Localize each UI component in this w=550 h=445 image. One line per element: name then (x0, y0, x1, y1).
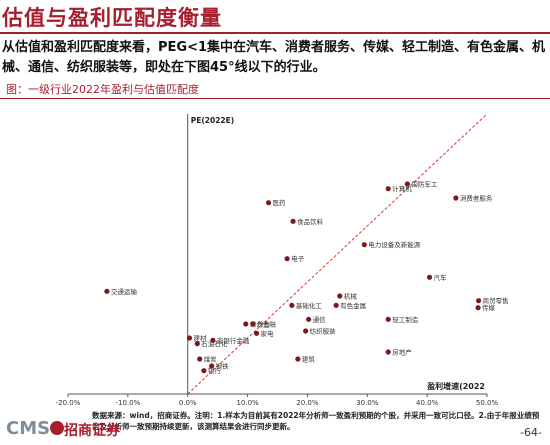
data-point-label: 汽车 (434, 273, 448, 282)
data-point (361, 242, 367, 248)
data-point-label: 银行 (208, 366, 222, 375)
chart-title-divider (0, 98, 550, 99)
scatter-chart: -20.0% -10.0% 0.0% 10.0% 20.0% 30.0% 40.0% 50.0… (56, 113, 509, 407)
summary-paragraph: 从估值和盈利匹配度来看，PEG<1集中在汽车、消费者服务、传媒、轻工制造、有色金… (2, 40, 546, 75)
cms-logo-text: CMS (6, 418, 51, 439)
data-point (475, 305, 481, 311)
data-point (453, 195, 459, 201)
data-point (426, 274, 433, 280)
data-point-label: 传媒 (482, 303, 496, 312)
data-point-label: 建筑 (302, 355, 316, 364)
data-point (404, 181, 410, 187)
data-point (243, 321, 249, 327)
data-point-label: 食品饮料 (297, 217, 324, 226)
data-point (306, 316, 312, 322)
y-axis-label: PE(2022E) (191, 116, 234, 125)
data-point (295, 356, 301, 362)
x-tick-label: -10.0% (115, 399, 140, 407)
data-point-label: 家电 (261, 329, 275, 338)
data-point-label: 电子 (291, 254, 305, 263)
data-point-label: 建材 (194, 334, 208, 343)
data-point-label: 计算机 (392, 184, 412, 193)
data-source-note: 数据来源：wind，招商证券。注明：1.样本为目前其有2022年分析师一致盈利预… (92, 411, 540, 431)
reference-line-45 (187, 113, 488, 395)
chart-title: 图：一级行业2022年盈利与估值匹配度 (6, 83, 199, 96)
data-point-label: 钢铁 (216, 362, 230, 371)
data-point (194, 341, 200, 347)
data-point-label: 纺织服装 (310, 327, 337, 336)
data-point (303, 328, 309, 334)
x-tick-label: -20.0% (56, 399, 81, 407)
page-title: 估值与盈利匹配度衡量 (2, 6, 222, 30)
x-tick-label: 10.0% (236, 399, 259, 407)
data-point-label: 电力设备及新能源 (368, 240, 421, 249)
data-point-label: 房地产 (392, 348, 412, 357)
data-point-label: 综合金融 (250, 320, 276, 329)
data-point-label: 通信 (313, 315, 327, 324)
data-point (284, 256, 290, 262)
x-tick-label: 0.0% (179, 399, 197, 407)
logo-mark-icon (50, 421, 64, 435)
data-point-label: 非银行金融 (217, 336, 250, 345)
title-divider (0, 32, 550, 34)
data-point (476, 298, 482, 304)
data-point (186, 335, 193, 341)
data-point (253, 330, 260, 336)
data-point (104, 288, 110, 294)
data-point (289, 302, 295, 308)
data-point-label: 石油石化 (201, 339, 228, 348)
data-point (385, 316, 391, 322)
data-point-label: 交通运输 (111, 287, 137, 296)
data-point-label: 轻工制造 (392, 315, 419, 324)
data-point (333, 302, 339, 308)
data-point (385, 349, 391, 355)
data-point (265, 200, 272, 206)
data-point-label: 商贸零售 (483, 296, 509, 305)
data-point (197, 356, 203, 362)
data-point-label: 机械 (344, 292, 358, 301)
data-point (250, 321, 256, 327)
data-point (385, 186, 391, 192)
data-point (210, 337, 216, 343)
data-point-label: 综合 (257, 320, 271, 329)
data-point (337, 293, 343, 299)
page-number: -64- (520, 426, 542, 439)
data-point-label: 煤炭 (204, 355, 218, 364)
data-point-label: 基础化工 (296, 301, 323, 310)
brand-name: 招商证券 (64, 423, 120, 439)
data-point (201, 368, 207, 374)
x-tick-label: 30.0% (356, 399, 379, 407)
x-tick-label: 40.0% (416, 399, 439, 407)
x-axis-label: 盈利增速(2022 (426, 381, 485, 391)
data-point (209, 363, 215, 369)
data-point-label: 医药 (273, 198, 287, 207)
data-point-label: 消费者服务 (460, 194, 493, 203)
data-point-label: 国防军工 (411, 180, 438, 189)
x-tick-label: 20.0% (296, 399, 319, 407)
x-tick-label: 50.0% (476, 399, 499, 407)
data-point-label: 有色金属 (340, 301, 366, 310)
data-point (290, 218, 296, 224)
